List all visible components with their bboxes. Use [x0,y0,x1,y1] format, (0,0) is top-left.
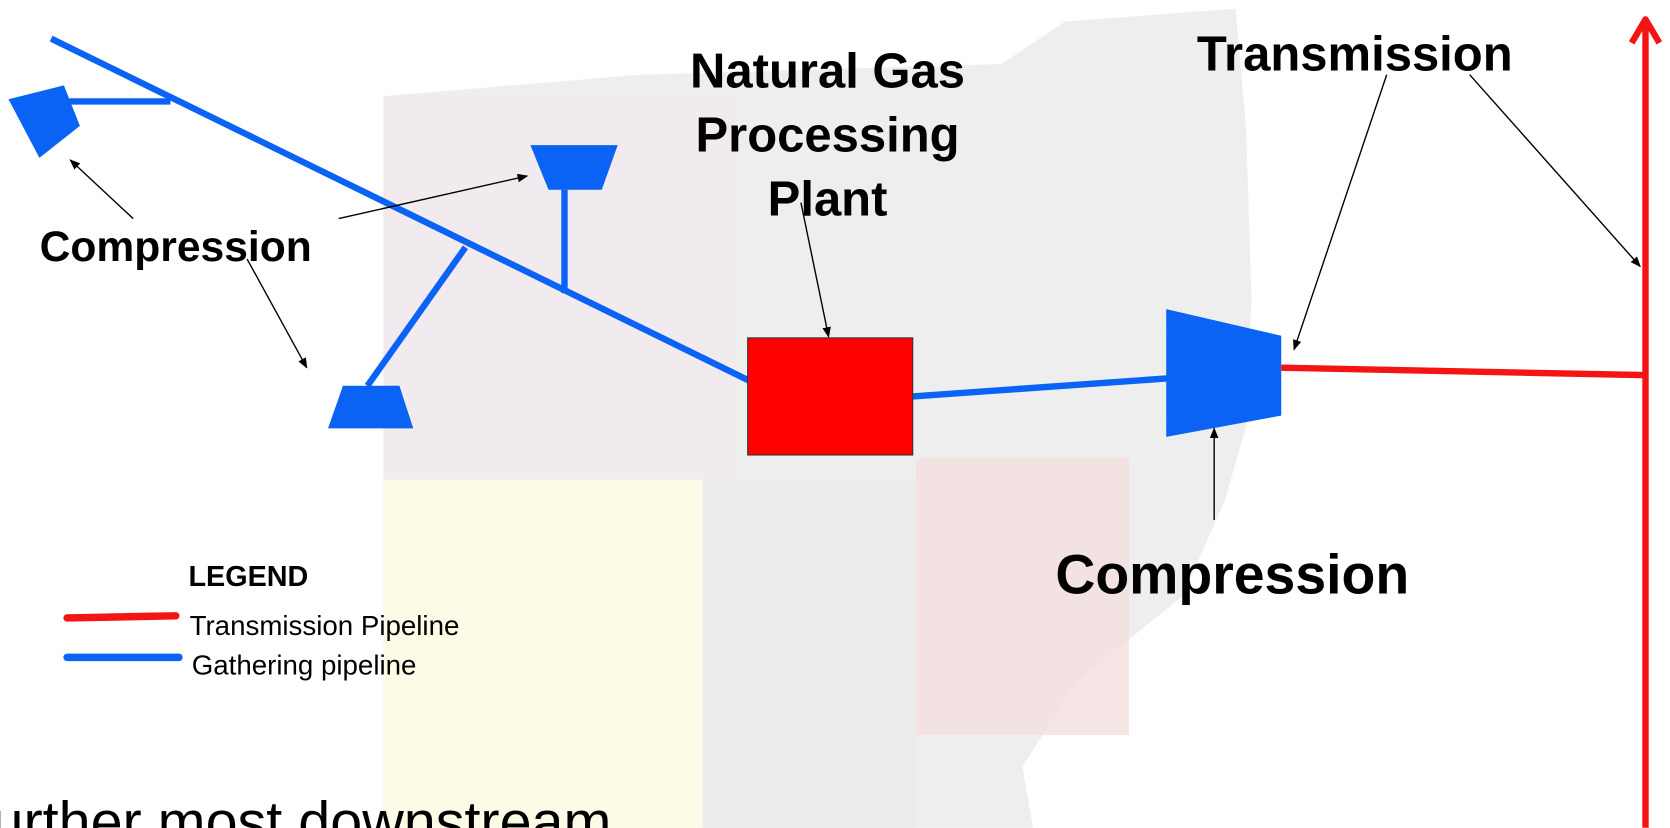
plant-label: Plant [768,172,888,226]
plant-label: Processing [695,108,959,162]
legend-title: LEGEND [189,561,309,593]
processing-plant [748,338,913,455]
plant-label: Natural Gas [690,45,965,99]
legend-label: Gathering pipeline [192,649,417,680]
page: Natural Gas Processing Plant Transmissio… [0,0,1670,828]
compression-label: Compression [1055,543,1409,605]
diagram: Natural Gas Processing Plant Transmissio… [0,0,1670,828]
compression-label: Compression [40,223,312,271]
transmission-lines [1281,19,1659,827]
transmission-label: Transmission [1197,28,1513,82]
legend-label: Transmission Pipeline [190,610,460,641]
footer-text: urther most downstream [0,791,611,828]
legend-swatch [67,616,176,618]
